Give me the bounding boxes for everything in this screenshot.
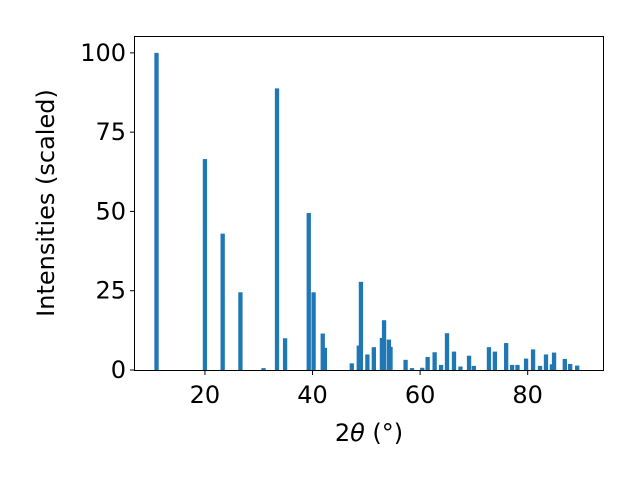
bar <box>274 88 280 370</box>
bar <box>466 355 472 370</box>
bar <box>486 347 492 370</box>
bar <box>432 352 437 370</box>
x-axis-label-suffix: (°) <box>365 419 403 447</box>
bar <box>202 159 208 370</box>
y-tick-label: 25 <box>95 277 126 305</box>
bar <box>403 359 408 370</box>
y-tick-label: 100 <box>80 39 126 67</box>
bar <box>551 352 557 370</box>
x-tick-label: 80 <box>512 381 543 409</box>
x-tick-label: 20 <box>190 381 221 409</box>
bar <box>568 363 573 370</box>
plot-frame <box>134 36 604 371</box>
bar <box>409 368 415 370</box>
bar <box>523 358 529 370</box>
y-tick-label: 50 <box>95 197 126 225</box>
bar <box>154 52 159 371</box>
x-ticks-group: 20 40 60 80 <box>190 370 543 409</box>
x-axis-label: 2θ (°) <box>335 419 403 447</box>
bar <box>425 357 430 370</box>
bar <box>282 338 288 370</box>
y-tick-label: 75 <box>95 118 126 146</box>
bar <box>562 358 567 370</box>
bar <box>381 320 387 370</box>
bar <box>504 343 509 370</box>
bar <box>530 349 536 370</box>
x-axis-label-symbol: θ <box>350 419 365 447</box>
y-ticks-group: 0 25 50 75 100 <box>80 39 135 384</box>
x-axis-label-prefix: 2 <box>335 419 350 447</box>
bar <box>549 364 555 370</box>
bar <box>471 365 477 370</box>
bar <box>322 347 328 370</box>
bar <box>365 354 370 370</box>
bar <box>306 213 311 370</box>
bar <box>515 364 520 370</box>
bar <box>261 368 266 370</box>
bar <box>492 351 498 370</box>
bar <box>388 346 393 370</box>
bar <box>451 351 457 370</box>
x-tick-label: 40 <box>297 381 328 409</box>
y-tick-label: 0 <box>111 356 126 384</box>
bar <box>238 292 243 370</box>
bar <box>311 292 316 370</box>
bar <box>220 233 225 370</box>
bar <box>575 365 580 370</box>
x-tick-label: 60 <box>405 381 436 409</box>
y-axis-label: Intensities (scaled) <box>32 89 60 317</box>
bar <box>349 363 354 370</box>
bar <box>371 347 376 370</box>
bar <box>444 333 450 370</box>
bar <box>543 354 549 370</box>
bar <box>420 367 425 370</box>
bar <box>537 365 543 370</box>
bar <box>458 366 463 370</box>
bar <box>438 364 444 370</box>
bar <box>509 364 515 370</box>
bar <box>358 281 364 370</box>
bars-group <box>154 52 580 371</box>
